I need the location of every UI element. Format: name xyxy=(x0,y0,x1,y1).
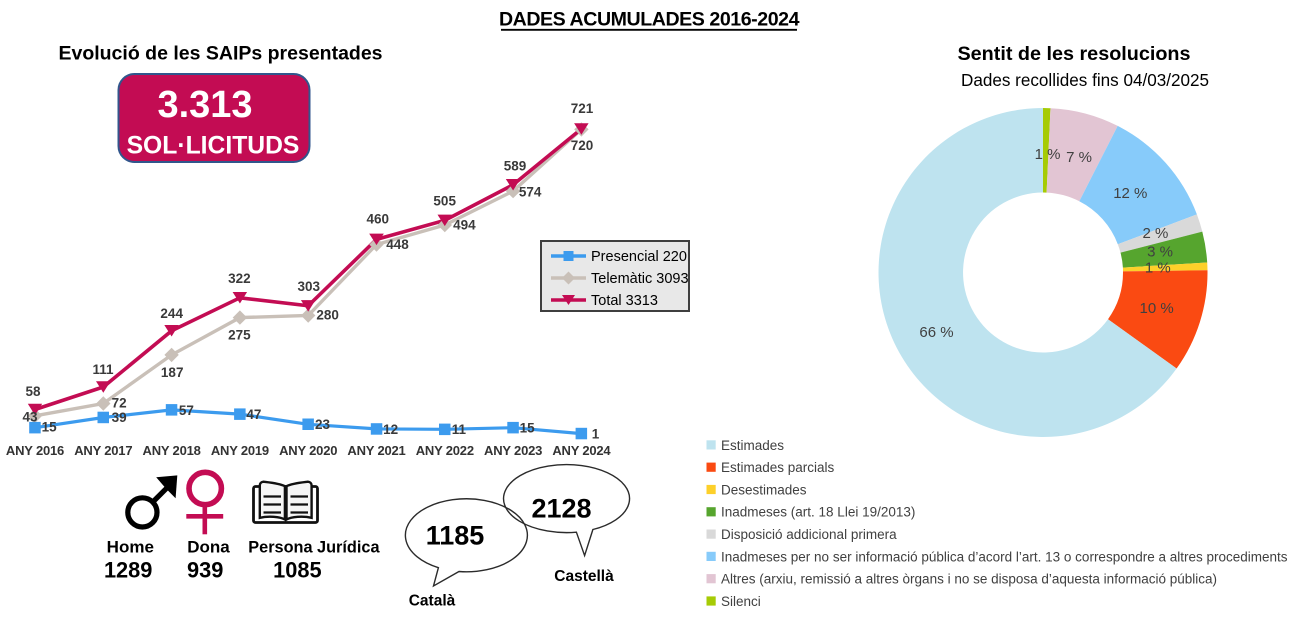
svg-text:Sentit de les resolucions: Sentit de les resolucions xyxy=(957,43,1190,65)
svg-text:ANY 2021: ANY 2021 xyxy=(347,443,405,458)
svg-text:Castellà: Castellà xyxy=(554,568,614,585)
svg-text:Altres (arxiu, remissió a altr: Altres (arxiu, remissió a altres òrgans … xyxy=(721,572,1217,587)
svg-text:Presencial 220: Presencial 220 xyxy=(591,249,687,265)
svg-text:ANY 2022: ANY 2022 xyxy=(416,443,474,458)
svg-text:Estimades parcials: Estimades parcials xyxy=(721,460,835,475)
svg-text:3 %: 3 % xyxy=(1147,243,1173,260)
svg-text:SOL·LICITUDS: SOL·LICITUDS xyxy=(127,133,300,160)
svg-text:ANY 2019: ANY 2019 xyxy=(211,443,269,458)
svg-text:Desestimades: Desestimades xyxy=(721,482,807,497)
svg-text:1 %: 1 % xyxy=(1145,260,1171,277)
svg-text:23: 23 xyxy=(315,417,331,432)
svg-text:244: 244 xyxy=(160,306,183,321)
svg-text:15: 15 xyxy=(42,420,58,435)
svg-text:3.313: 3.313 xyxy=(157,84,252,126)
svg-text:721: 721 xyxy=(571,101,594,116)
svg-text:2 %: 2 % xyxy=(1142,225,1168,242)
svg-text:939: 939 xyxy=(187,558,223,583)
svg-text:58: 58 xyxy=(25,384,41,399)
svg-text:111: 111 xyxy=(92,362,114,377)
svg-text:10 %: 10 % xyxy=(1139,300,1173,317)
svg-text:ANY 2024: ANY 2024 xyxy=(552,443,611,458)
svg-text:ANY 2023: ANY 2023 xyxy=(484,443,542,458)
svg-text:460: 460 xyxy=(367,211,390,226)
svg-text:ANY 2020: ANY 2020 xyxy=(279,443,337,458)
svg-text:DADES ACUMULADES 2016-2024: DADES ACUMULADES 2016-2024 xyxy=(499,8,800,30)
svg-text:Telemàtic 3093: Telemàtic 3093 xyxy=(591,271,689,287)
svg-text:Dona: Dona xyxy=(187,538,230,557)
svg-text:448: 448 xyxy=(386,237,409,252)
svg-text:Disposició addicional primera: Disposició addicional primera xyxy=(721,527,897,542)
svg-text:322: 322 xyxy=(228,271,251,286)
svg-text:574: 574 xyxy=(519,184,542,199)
svg-text:Persona Jurídica: Persona Jurídica xyxy=(248,539,380,557)
svg-text:ANY 2016: ANY 2016 xyxy=(6,443,64,458)
svg-text:Inadmeses per no ser informaci: Inadmeses per no ser informació pública … xyxy=(721,549,1288,564)
svg-text:Silenci: Silenci xyxy=(721,594,761,609)
svg-text:11: 11 xyxy=(452,422,467,437)
svg-text:1289: 1289 xyxy=(104,558,153,583)
svg-text:494: 494 xyxy=(453,217,476,232)
svg-text:589: 589 xyxy=(504,158,527,173)
svg-text:7 %: 7 % xyxy=(1066,149,1092,166)
svg-text:1: 1 xyxy=(592,427,600,442)
svg-text:47: 47 xyxy=(246,407,261,422)
svg-text:505: 505 xyxy=(433,193,456,208)
svg-text:1085: 1085 xyxy=(273,558,322,583)
svg-text:Evolució de les SAIPs presenta: Evolució de les SAIPs presentades xyxy=(58,43,382,65)
svg-text:Total 3313: Total 3313 xyxy=(591,293,658,309)
svg-text:303: 303 xyxy=(298,279,321,294)
svg-text:12 %: 12 % xyxy=(1113,185,1147,202)
svg-text:ANY 2018: ANY 2018 xyxy=(143,443,201,458)
svg-text:15: 15 xyxy=(520,421,536,436)
svg-text:12: 12 xyxy=(383,422,398,437)
svg-text:280: 280 xyxy=(316,308,339,323)
svg-text:720: 720 xyxy=(571,138,594,153)
svg-text:Inadmeses (art. 18 Llei 19/201: Inadmeses (art. 18 Llei 19/2013) xyxy=(721,505,915,520)
svg-text:1 %: 1 % xyxy=(1035,146,1061,163)
svg-text:275: 275 xyxy=(228,328,251,343)
svg-text:187: 187 xyxy=(161,365,184,380)
svg-text:ANY 2017: ANY 2017 xyxy=(74,443,132,458)
svg-text:43: 43 xyxy=(22,409,38,424)
svg-text:Català: Català xyxy=(409,593,456,610)
svg-text:Home: Home xyxy=(107,538,154,557)
svg-text:2128: 2128 xyxy=(531,494,591,524)
svg-text:57: 57 xyxy=(179,403,194,418)
svg-text:Dades recollides fins 04/03/20: Dades recollides fins 04/03/2025 xyxy=(961,71,1209,90)
svg-text:39: 39 xyxy=(112,410,127,425)
svg-text:72: 72 xyxy=(112,396,127,411)
svg-text:66 %: 66 % xyxy=(919,324,953,341)
svg-text:1185: 1185 xyxy=(426,521,485,551)
svg-text:Estimades: Estimades xyxy=(721,438,784,453)
